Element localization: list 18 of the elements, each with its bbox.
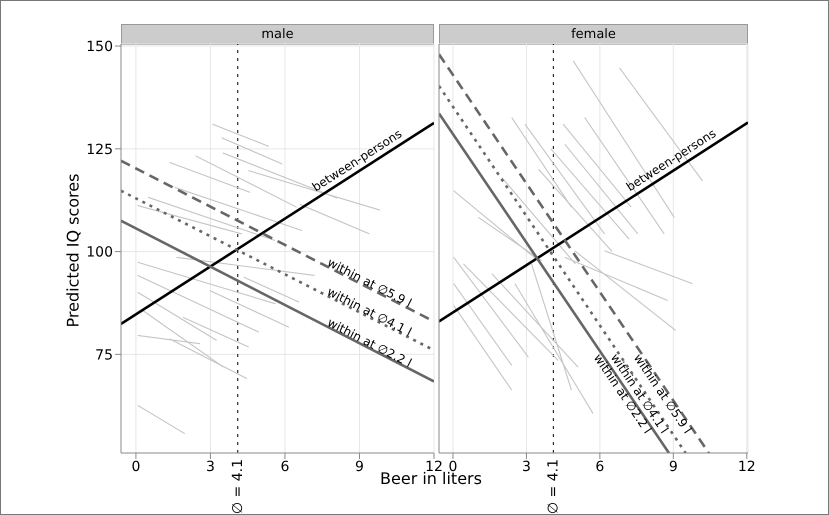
x-tick-label: 3 bbox=[522, 458, 531, 475]
y-tick-label: 100 bbox=[86, 244, 113, 261]
x-tick-label: 6 bbox=[280, 458, 290, 475]
x-tick-label: 3 bbox=[206, 458, 215, 475]
y-tick-label: 75 bbox=[95, 347, 113, 364]
x-tick-label: 12 bbox=[738, 458, 756, 475]
y-tick-label: 150 bbox=[86, 39, 113, 56]
x-tick-label: 9 bbox=[668, 458, 678, 475]
ref-line-label: ∅ = 4.1 bbox=[545, 459, 562, 514]
y-axis-title: Predicted IQ scores bbox=[64, 172, 82, 330]
y-tick-label: 125 bbox=[86, 142, 113, 158]
ref-line-label: ∅ = 4.1 bbox=[230, 459, 246, 514]
x-tick-label: 6 bbox=[595, 458, 604, 475]
x-tick-label: 12 bbox=[425, 458, 443, 475]
x-tick-label: 0 bbox=[131, 458, 140, 475]
chart-title: female bbox=[439, 24, 748, 45]
x-tick-label: 9 bbox=[355, 458, 364, 475]
chart-title: male bbox=[121, 24, 434, 45]
